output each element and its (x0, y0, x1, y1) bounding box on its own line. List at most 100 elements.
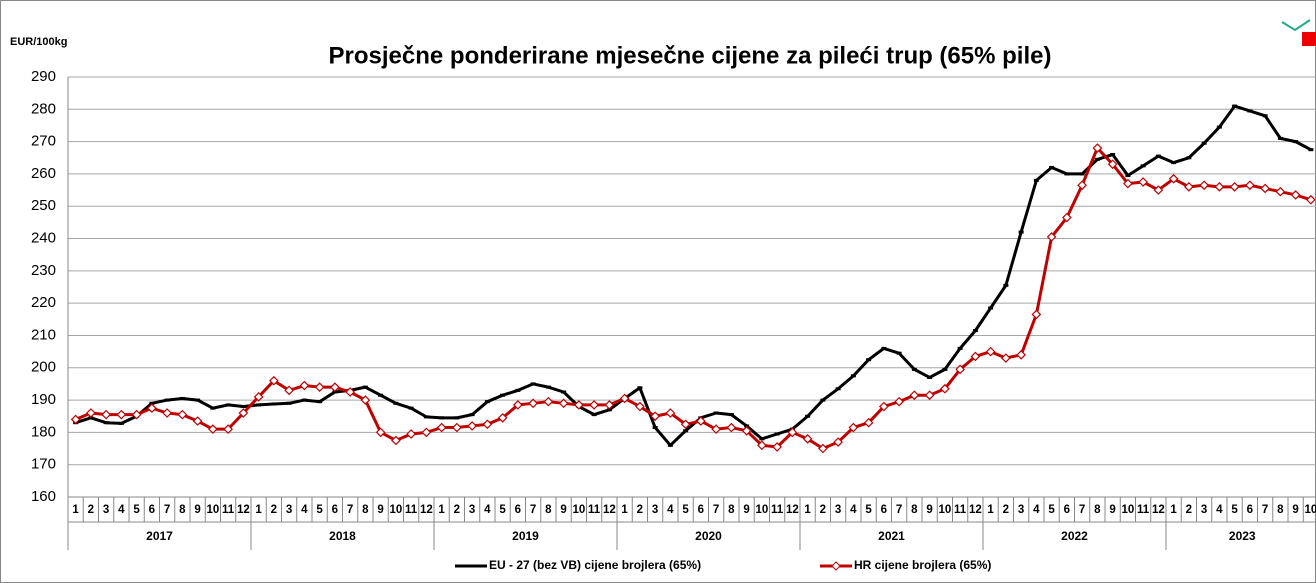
x-tick-label: 2 (271, 504, 277, 516)
x-tick-label: 6 (881, 504, 887, 516)
x-tick-label: 1 (804, 504, 811, 516)
y-tick-label: 200 (31, 359, 56, 376)
data-point (726, 422, 737, 433)
data-point (863, 417, 874, 428)
y-tick-label: 220 (31, 294, 56, 311)
x-tick-label: 4 (484, 504, 491, 516)
x-tick-label: 10 (1304, 504, 1316, 516)
data-point (1153, 185, 1164, 195)
y-tick-label: 260 (31, 165, 56, 182)
x-tick-label: 8 (911, 504, 918, 516)
x-tick-label: 1 (1170, 504, 1177, 516)
data-point (406, 429, 416, 439)
data-point (1168, 173, 1179, 184)
x-tick-label: 12 (969, 504, 982, 516)
data-point (421, 427, 432, 438)
data-point (955, 364, 965, 375)
x-tick-label: 10 (389, 504, 402, 516)
x-tick-label: 7 (1262, 504, 1268, 516)
x-tick-label: 3 (286, 504, 292, 516)
data-point (513, 400, 523, 410)
data-point (1275, 186, 1286, 197)
x-tick-label: 11 (954, 504, 967, 516)
x-tick-label: 2 (1003, 504, 1009, 516)
data-point (86, 408, 96, 418)
data-point (909, 390, 920, 401)
y-tick-label: 250 (31, 197, 56, 214)
x-tick-label: 7 (164, 504, 170, 516)
data-point (391, 435, 401, 446)
x-tick-label: 6 (332, 504, 338, 516)
data-point (467, 421, 477, 431)
x-tick-label: 3 (103, 504, 109, 516)
data-point (970, 351, 981, 362)
data-point (452, 422, 462, 433)
x-group-label: 2021 (878, 529, 905, 543)
x-tick-label: 9 (743, 504, 749, 516)
x-tick-label: 8 (362, 504, 369, 516)
x-tick-label: 2 (454, 504, 460, 516)
data-point (940, 383, 950, 394)
x-tick-label: 12 (1152, 504, 1165, 516)
x-tick-label: 2 (820, 504, 826, 516)
x-tick-label: 9 (1109, 504, 1115, 516)
data-point (1123, 178, 1133, 189)
data-point (558, 398, 569, 409)
data-point (1199, 180, 1209, 191)
data-point (101, 409, 111, 420)
x-tick-label: 5 (1231, 504, 1238, 516)
x-group-label: 2018 (329, 529, 356, 543)
data-point (314, 382, 325, 393)
x-tick-label: 4 (1033, 504, 1040, 516)
data-point (772, 442, 782, 452)
data-point (1306, 194, 1316, 205)
data-point (131, 409, 142, 420)
data-point (848, 422, 859, 433)
data-point (833, 437, 843, 447)
data-point (619, 393, 630, 404)
data-point (650, 411, 660, 422)
x-tick-label: 1 (438, 504, 445, 516)
x-tick-label: 8 (1277, 504, 1284, 516)
data-point (223, 424, 233, 435)
data-point (482, 419, 493, 430)
x-tick-label: 5 (682, 504, 689, 516)
x-tick-label: 1 (987, 504, 994, 516)
x-tick-label: 7 (896, 504, 902, 516)
data-point (1107, 159, 1118, 170)
data-point (589, 400, 599, 410)
data-point (1245, 180, 1255, 191)
data-point (741, 425, 752, 436)
x-tick-label: 10 (1121, 504, 1134, 516)
x-tick-label: 8 (179, 504, 186, 516)
y-tick-label: 160 (31, 488, 56, 505)
data-point (802, 433, 813, 444)
x-tick-label: 4 (667, 504, 674, 516)
data-point (192, 416, 203, 426)
chart-title: Prosječne ponderirane mjesečne cijene za… (329, 42, 1052, 69)
x-tick-label: 2 (88, 504, 94, 516)
y-axis-label: EUR/100kg (10, 36, 67, 48)
y-tick-label: 280 (31, 100, 56, 117)
x-tick-label: 5 (865, 504, 872, 516)
x-tick-label: 10 (938, 504, 951, 516)
data-point (543, 396, 554, 407)
x-tick-label: 4 (850, 504, 857, 516)
x-tick-label: 3 (652, 504, 658, 516)
data-point (1184, 181, 1194, 192)
data-point (1001, 353, 1011, 363)
x-tick-label: 1 (72, 504, 79, 516)
data-point (299, 380, 310, 391)
x-tick-label: 11 (771, 504, 784, 516)
x-tick-label: 6 (149, 504, 155, 516)
logo (1281, 19, 1316, 46)
x-tick-label: 6 (515, 504, 521, 516)
data-point (284, 385, 294, 396)
x-tick-label: 1 (255, 504, 262, 516)
data-point (680, 419, 691, 430)
x-tick-label: 11 (222, 504, 235, 516)
data-point (635, 401, 645, 412)
x-tick-label: 1 (621, 504, 628, 516)
